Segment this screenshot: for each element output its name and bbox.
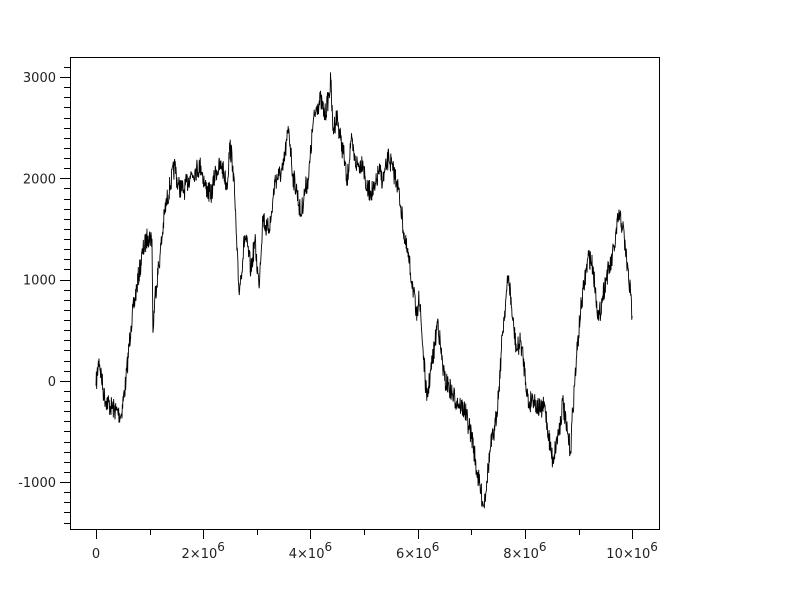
y-tick-label: 2000 <box>23 172 56 187</box>
data-series <box>95 72 633 509</box>
x-tick-label: 2×106 <box>182 540 225 562</box>
x-tick-label: 10×106 <box>606 540 658 562</box>
x-axis: 0 2×106 4×106 6×106 8×106 10×106 <box>92 529 658 562</box>
series-line <box>95 72 633 509</box>
y-axis: -1000 0 1000 2000 3000 <box>18 67 70 524</box>
y-tick-label: 1000 <box>23 274 56 289</box>
x-tick-label: 8×106 <box>503 540 546 562</box>
x-tick-label: 6×106 <box>396 540 439 562</box>
y-tick-label: 3000 <box>23 71 56 86</box>
y-tick-label: 0 <box>48 375 56 390</box>
x-tick-label: 4×106 <box>289 540 332 562</box>
x-tick-label: 0 <box>92 547 100 562</box>
y-tick-label: -1000 <box>18 476 56 491</box>
